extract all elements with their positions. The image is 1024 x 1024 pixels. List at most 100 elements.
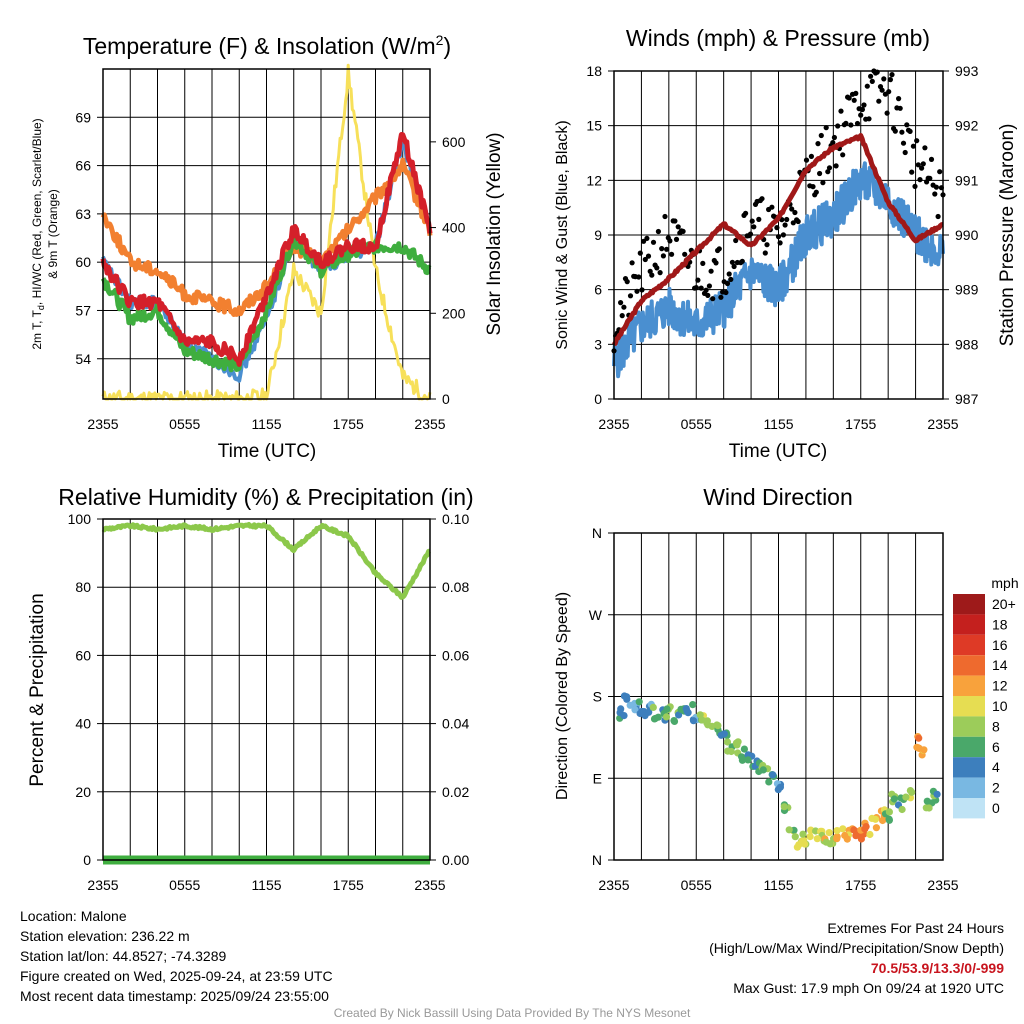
direction-point bbox=[902, 793, 910, 801]
gust-point bbox=[886, 89, 892, 95]
temp-xlabel: Time (UTC) bbox=[218, 441, 317, 462]
gust-point bbox=[644, 235, 650, 241]
direction-point bbox=[862, 823, 870, 831]
direction-point bbox=[662, 713, 671, 721]
direction-point bbox=[925, 804, 933, 812]
x-tick-label: 0555 bbox=[681, 877, 712, 893]
gust-point bbox=[803, 157, 810, 163]
colorbar-label: 16 bbox=[992, 637, 1008, 653]
direction-point bbox=[898, 805, 906, 814]
direction-point bbox=[631, 706, 639, 714]
gust-point bbox=[636, 274, 642, 280]
gust-point bbox=[817, 170, 823, 177]
direction-point bbox=[799, 830, 807, 838]
gust-point bbox=[782, 222, 788, 228]
gust-point bbox=[718, 294, 724, 300]
direction-point bbox=[717, 731, 725, 739]
gust-point bbox=[808, 153, 815, 159]
y2-tick-label: 200 bbox=[442, 305, 466, 321]
wdir-grid bbox=[614, 532, 943, 861]
temp-2m-line bbox=[100, 132, 433, 367]
gust-point bbox=[728, 276, 734, 282]
gust-point bbox=[708, 268, 714, 274]
direction-point bbox=[906, 787, 915, 795]
direction-point bbox=[744, 756, 752, 764]
direction-point bbox=[806, 833, 814, 841]
gust-point bbox=[932, 191, 938, 197]
direction-point bbox=[765, 778, 773, 786]
x-tick-label: 0555 bbox=[681, 416, 712, 432]
gust-point bbox=[859, 106, 866, 113]
y2-tick-label: 988 bbox=[955, 336, 979, 352]
direction-point bbox=[759, 766, 767, 774]
y2-tick-label: 993 bbox=[955, 63, 979, 79]
y-tick-label: 69 bbox=[75, 109, 91, 125]
colorbar-swatch bbox=[953, 655, 985, 676]
gust-point bbox=[892, 128, 898, 134]
y-tick-label: 0 bbox=[594, 391, 602, 407]
gust-point bbox=[835, 123, 841, 129]
x-tick-label: 1155 bbox=[251, 416, 281, 432]
temp-y2ticks: 0 200 400 600 bbox=[430, 134, 466, 407]
gust-point bbox=[868, 73, 874, 79]
gust-point bbox=[790, 220, 796, 226]
y2-tick-label: 0 bbox=[442, 391, 450, 407]
colorbar-title: mph bbox=[991, 575, 1018, 591]
colorbar-label: 12 bbox=[992, 678, 1008, 694]
y-tick-label: 20 bbox=[75, 784, 91, 800]
direction-point bbox=[826, 840, 834, 848]
y2-tick-label: 987 bbox=[955, 391, 979, 407]
gust-point bbox=[621, 304, 627, 310]
direction-point bbox=[915, 734, 923, 742]
gust-point bbox=[655, 228, 662, 235]
gust-point bbox=[664, 246, 670, 252]
gust-point bbox=[756, 216, 762, 222]
gust-point bbox=[723, 289, 729, 296]
colorbar-swatch bbox=[953, 716, 985, 737]
direction-point bbox=[885, 816, 894, 824]
direction-point bbox=[683, 707, 691, 716]
gust-point bbox=[659, 246, 665, 252]
gust-point bbox=[624, 279, 630, 285]
gust-point bbox=[866, 116, 872, 122]
gust-point bbox=[884, 110, 890, 116]
direction-point bbox=[620, 712, 628, 720]
rh-ylabel: Percent & Precipitation bbox=[27, 593, 48, 786]
gust-point bbox=[649, 272, 655, 278]
x-tick-label: 2355 bbox=[927, 416, 958, 432]
colorbar-swatch bbox=[953, 757, 985, 778]
wdir-yticks: N E S W N bbox=[589, 525, 614, 868]
wind-ylabel: Sonic Wind & Gust (Blue, Black) bbox=[554, 120, 571, 349]
direction-point bbox=[703, 717, 712, 725]
gust-point bbox=[769, 204, 775, 210]
temp-ylabel2: Solar Insolation (Yellow) bbox=[484, 132, 505, 335]
gust-point bbox=[902, 149, 908, 156]
gust-point bbox=[669, 251, 675, 257]
x-tick-label: 1155 bbox=[763, 416, 793, 432]
extremes-title: Extremes For Past 24 Hours bbox=[827, 920, 1004, 936]
gust-point bbox=[650, 239, 657, 245]
y-tick-label: 6 bbox=[594, 282, 602, 298]
gust-point bbox=[682, 251, 688, 257]
gust-point bbox=[917, 177, 923, 183]
gust-point bbox=[639, 287, 645, 293]
direction-point bbox=[872, 824, 881, 832]
gust-point bbox=[731, 263, 737, 270]
gust-point bbox=[764, 242, 770, 248]
y-tick-label: 18 bbox=[586, 63, 602, 79]
y-tick-label: 60 bbox=[75, 254, 91, 270]
gust-point bbox=[810, 184, 816, 190]
y-tick-label: 40 bbox=[75, 716, 91, 732]
direction-point bbox=[833, 835, 841, 843]
gust-point bbox=[854, 120, 861, 127]
direction-point bbox=[785, 826, 793, 834]
station-pressure-line bbox=[611, 133, 945, 347]
gust-point bbox=[861, 102, 867, 108]
gust-point bbox=[733, 237, 739, 244]
station-info: Location: Malone Station elevation: 236.… bbox=[20, 906, 333, 1006]
rh-xticks: 2355 0555 1155 1755 2355 bbox=[87, 877, 445, 893]
gust-point bbox=[928, 156, 935, 162]
gust-point bbox=[654, 265, 660, 271]
direction-point bbox=[769, 771, 777, 779]
